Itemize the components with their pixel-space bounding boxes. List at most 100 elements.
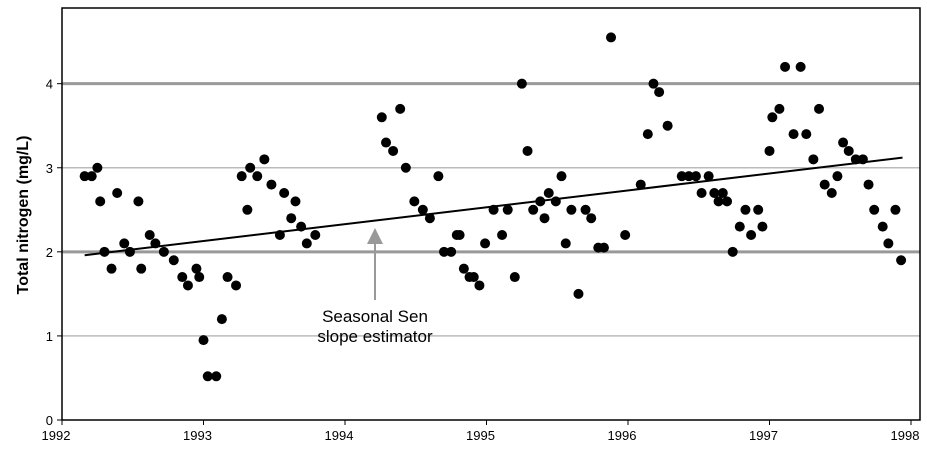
- data-point: [788, 129, 799, 140]
- trend-line: [84, 156, 903, 257]
- data-point: [850, 154, 861, 165]
- data-point: [662, 120, 673, 131]
- data-point: [620, 230, 631, 241]
- data-point: [516, 78, 527, 89]
- data-point: [896, 255, 907, 266]
- data-point: [388, 145, 399, 156]
- x-tick-label: 1995: [466, 428, 495, 443]
- data-point: [236, 171, 247, 182]
- data-point: [194, 272, 205, 283]
- x-tick-label: 1992: [42, 428, 71, 443]
- y-tick-label: 4: [46, 77, 53, 92]
- data-point: [869, 204, 880, 215]
- data-point: [106, 263, 117, 274]
- x-tick-label: 1996: [608, 428, 637, 443]
- data-point: [136, 263, 147, 274]
- data-point: [424, 213, 435, 224]
- data-point: [144, 230, 155, 241]
- data-point: [814, 103, 825, 114]
- data-point: [259, 154, 270, 165]
- y-tick-label: 2: [46, 245, 53, 260]
- y-tick-label: 0: [46, 413, 53, 428]
- data-point: [717, 187, 728, 198]
- data-point: [202, 371, 213, 382]
- data-point: [801, 129, 812, 140]
- data-point: [95, 196, 106, 207]
- data-point: [696, 187, 707, 198]
- annotation-arrowhead: [367, 228, 383, 244]
- data-point: [177, 272, 188, 283]
- x-tick-label: 1998: [891, 428, 920, 443]
- data-point: [560, 238, 571, 249]
- plot-frame: [61, 7, 921, 421]
- data-point: [676, 171, 687, 182]
- data-point: [290, 196, 301, 207]
- data-point: [409, 196, 420, 207]
- data-point: [690, 171, 701, 182]
- data-point: [222, 272, 233, 283]
- data-point: [191, 263, 202, 274]
- annotation-text: Seasonal Sen: [322, 307, 428, 326]
- x-tick-label: 1993: [183, 428, 212, 443]
- data-point: [528, 204, 539, 215]
- data-point: [509, 272, 520, 283]
- data-point: [279, 187, 290, 198]
- data-point: [124, 246, 135, 257]
- data-point: [740, 204, 751, 215]
- data-point: [400, 162, 411, 173]
- x-tick-label: 1994: [325, 428, 354, 443]
- data-point: [753, 204, 764, 215]
- data-point: [92, 162, 103, 173]
- data-point: [713, 196, 724, 207]
- data-point: [502, 204, 513, 215]
- data-point: [286, 213, 297, 224]
- data-point: [586, 213, 597, 224]
- data-point: [497, 230, 508, 241]
- data-point: [648, 78, 659, 89]
- data-point: [158, 246, 169, 257]
- data-point: [598, 242, 609, 253]
- y-tick-label: 1: [46, 329, 53, 344]
- data-point: [474, 280, 485, 291]
- data-point: [168, 255, 179, 266]
- data-point: [683, 171, 694, 182]
- y-tick-label: 3: [46, 161, 53, 176]
- data-point: [566, 204, 577, 215]
- data-point: [635, 179, 646, 190]
- annotation-text: slope estimator: [317, 327, 433, 346]
- data-point: [522, 145, 533, 156]
- data-point: [780, 61, 791, 72]
- data-point: [301, 238, 312, 249]
- data-point: [458, 263, 469, 274]
- data-point: [112, 187, 123, 198]
- data-point: [774, 103, 785, 114]
- data-point: [310, 230, 321, 241]
- data-point: [252, 171, 263, 182]
- data-point: [439, 246, 450, 257]
- data-point: [606, 32, 617, 43]
- data-point: [734, 221, 745, 232]
- data-point: [468, 272, 479, 283]
- data-point: [764, 145, 775, 156]
- data-point: [573, 288, 584, 299]
- data-point: [480, 238, 491, 249]
- data-point: [883, 238, 894, 249]
- data-point: [539, 213, 550, 224]
- data-point: [446, 246, 457, 257]
- data-point: [703, 171, 714, 182]
- data-point: [757, 221, 768, 232]
- data-point: [795, 61, 806, 72]
- data-point: [580, 204, 591, 215]
- data-point: [709, 187, 720, 198]
- data-point: [722, 196, 733, 207]
- data-point: [746, 230, 757, 241]
- data-point: [266, 179, 277, 190]
- data-point: [198, 335, 209, 346]
- data-point: [819, 179, 830, 190]
- data-point: [877, 221, 888, 232]
- data-point: [727, 246, 738, 257]
- data-point: [211, 371, 222, 382]
- data-point: [642, 129, 653, 140]
